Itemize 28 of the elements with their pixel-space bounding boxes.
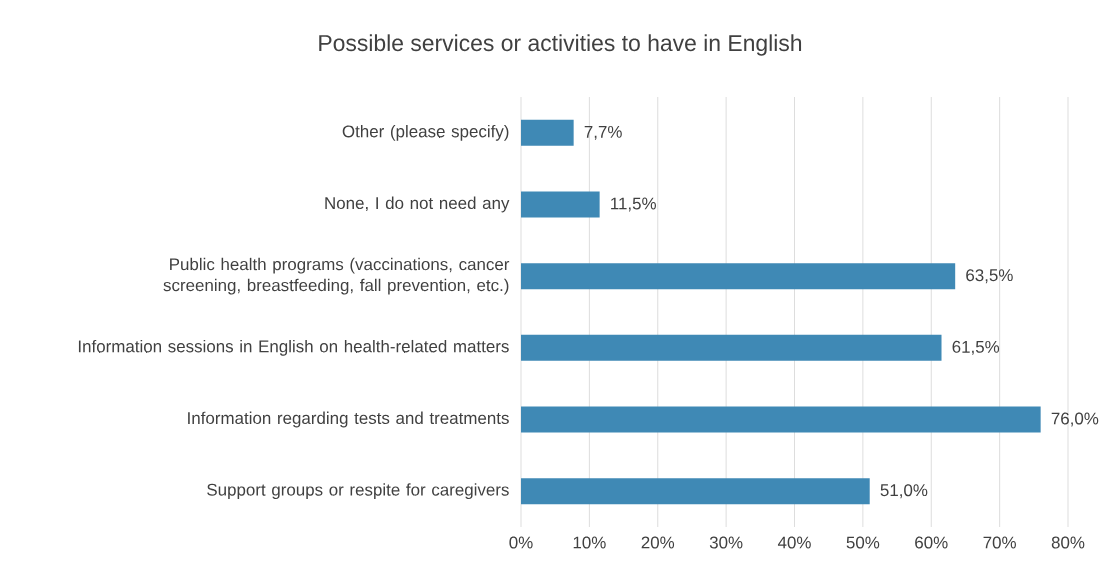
x-tick-label: 60% <box>915 536 948 549</box>
y-tick-label: Public health programs (vaccinations, cancer screening, breastfeeding, fall prevention, etc.) <box>163 257 510 295</box>
x-tick-label: 70% <box>983 536 1016 549</box>
data-label: 76,0% <box>1051 412 1099 427</box>
bar <box>521 478 870 505</box>
x-tick-label: 0% <box>509 536 533 549</box>
y-tick-label: Information sessions in English on health-related matters <box>78 339 509 356</box>
y-tick-label: None, I do not need any <box>325 196 510 213</box>
data-label: 61,5% <box>952 340 1000 355</box>
x-tick-label: 50% <box>846 536 880 549</box>
x-tick-label: 20% <box>641 536 675 549</box>
bar <box>521 334 942 361</box>
bar <box>521 191 600 218</box>
y-tick-label: Information regarding tests and treatments <box>188 411 509 428</box>
x-tick-label: 80% <box>1051 536 1085 549</box>
data-label: 11,5% <box>611 197 656 212</box>
data-label: 63,5% <box>966 269 1013 284</box>
x-tick-label: 10% <box>573 536 606 549</box>
bar <box>521 406 1041 433</box>
x-tick-label: 30% <box>709 536 743 549</box>
bar <box>521 119 574 146</box>
y-tick-label: Support groups or respite for caregivers <box>207 483 509 500</box>
chart-title: Possible services or activities to have in English <box>319 34 802 56</box>
x-tick-label: 40% <box>777 536 811 549</box>
y-tick-label: Other (please specify) <box>342 124 509 141</box>
data-label: 7,7% <box>584 125 622 140</box>
bar <box>521 263 956 290</box>
data-label: 51,0% <box>880 484 928 499</box>
